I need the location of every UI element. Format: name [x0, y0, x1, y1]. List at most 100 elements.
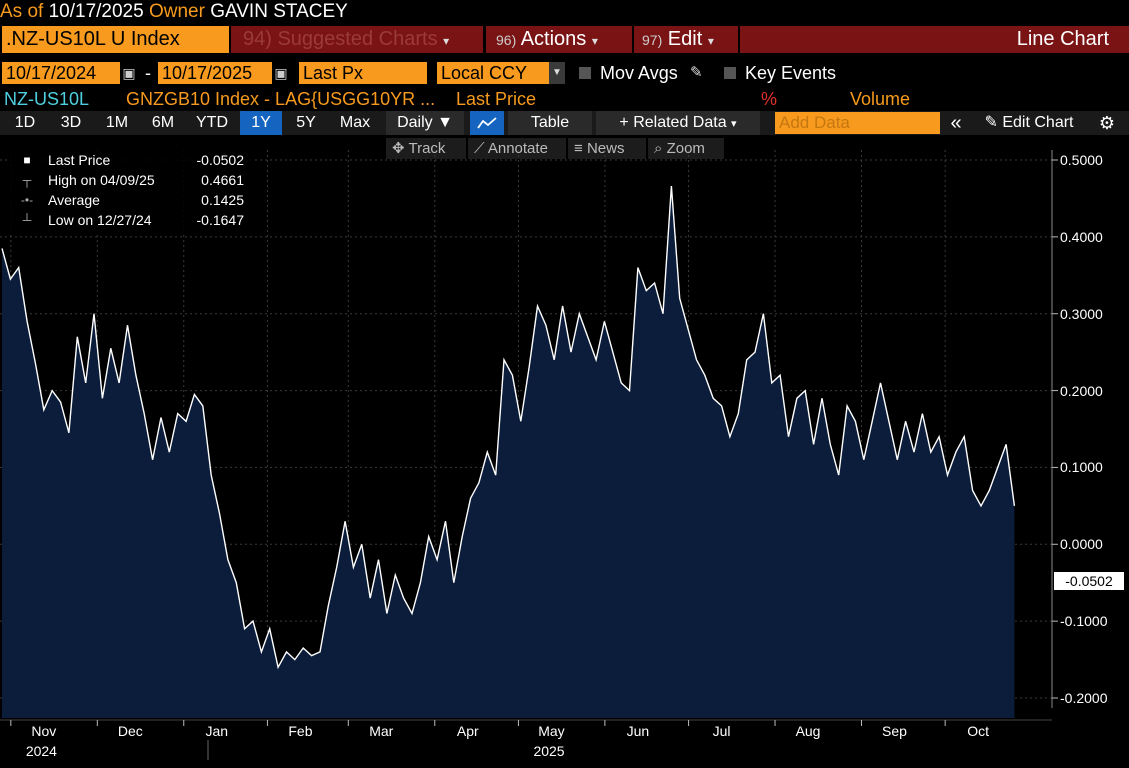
period-1d[interactable]: 1D: [14, 114, 36, 131]
legend-high-label: High on 04/09/25: [48, 172, 155, 188]
actions-number: 96): [496, 32, 517, 48]
annotate-tool[interactable]: ⟋ Annotate: [468, 138, 566, 159]
chevron-down-icon[interactable]: ▼: [549, 62, 565, 84]
x-axis-ticks: [10, 720, 946, 726]
y-axis-ticks: [1052, 159, 1058, 699]
white-square-icon: ■: [23, 153, 31, 167]
series-description[interactable]: GNZGB10 Index - LAG{USGG10YR ...: [126, 89, 436, 109]
period-6m[interactable]: 6M: [151, 114, 175, 131]
line-chart-icon[interactable]: [470, 111, 504, 135]
price-line: [1, 186, 1016, 670]
owner-label: Owner: [148, 1, 205, 22]
edit-label: Edit: [667, 28, 703, 50]
x-tick-label: Oct: [967, 723, 990, 739]
y-tick-label: -0.2000: [1060, 690, 1108, 706]
end-date-input[interactable]: 10/17/2025: [158, 62, 272, 84]
volume-label[interactable]: Volume: [850, 89, 911, 109]
legend-average: -•- Average 0.1425: [8, 190, 254, 210]
high-marker-icon: ┬: [22, 173, 32, 187]
pencil-icon[interactable]: ✎: [690, 64, 703, 81]
zoom-label: Zoom: [666, 140, 705, 157]
annotate-label: Annotate: [487, 140, 548, 157]
news-label: News: [586, 140, 625, 157]
key-events-checkbox[interactable]: [724, 67, 736, 79]
y-tick-label: -0.1000: [1060, 613, 1108, 630]
chevron-down-icon: ▾: [731, 118, 737, 130]
price-chart[interactable]: [0, 140, 1129, 768]
collapse-icon[interactable]: «: [950, 112, 962, 134]
calendar-icon[interactable]: ▣: [274, 65, 288, 81]
key-events-label: Key Events: [745, 63, 837, 83]
annotate-icon: ⟋: [474, 140, 485, 157]
currency-select[interactable]: Local CCY: [437, 62, 549, 84]
x-year-label: 2024: [25, 743, 57, 759]
period-max[interactable]: Max: [339, 114, 371, 131]
chart-legend: ■ Last Price -0.0502 ┬ High on 04/09/25 …: [8, 150, 254, 234]
x-tick-label: Aug: [795, 723, 821, 739]
x-tick-label: Feb: [288, 723, 313, 739]
legend-low-label: Low on 12/27/24: [48, 212, 152, 228]
x-tick-label: Mar: [369, 723, 394, 739]
ticker-input[interactable]: .NZ-US10L U Index: [2, 26, 229, 53]
track-tool[interactable]: ✥ Track: [386, 138, 466, 159]
series-last-price[interactable]: Last Price: [456, 89, 537, 109]
y-tick-label: 0.1000: [1060, 459, 1103, 476]
chevron-down-icon: ▾: [591, 34, 598, 48]
edit-menu-button[interactable]: 97) Edit ▾: [634, 26, 738, 53]
period-1y[interactable]: 1Y: [240, 111, 282, 135]
legend-high-value: 0.4661: [201, 172, 244, 188]
actions-menu-button[interactable]: 96) Actions ▾: [486, 26, 632, 53]
related-data-label: + Related Data: [619, 114, 727, 131]
y-tick-label: 0.0000: [1060, 536, 1103, 553]
legend-average-value: 0.1425: [201, 192, 244, 208]
x-tick-label: Dec: [117, 723, 143, 739]
x-tick-label: Jan: [205, 723, 229, 739]
table-button[interactable]: Table: [508, 111, 592, 135]
chevron-down-icon: ▾: [707, 34, 714, 48]
news-tool[interactable]: ≡ News: [568, 138, 646, 159]
x-tick-label: Jul: [712, 723, 731, 739]
x-tick-label: May: [538, 723, 565, 739]
owner-name: GAVIN STACEY: [210, 1, 348, 22]
period-5y[interactable]: 5Y: [296, 114, 316, 131]
triangle-down-icon: ▼: [437, 114, 453, 131]
period-ytd[interactable]: YTD: [196, 114, 228, 131]
percent-toggle[interactable]: %: [761, 89, 778, 109]
x-tick-label: Apr: [456, 723, 479, 739]
start-date-input[interactable]: 10/17/2024: [2, 62, 120, 84]
add-data-input[interactable]: Add Data: [775, 112, 940, 134]
suggested-charts-button[interactable]: 94) Suggested Charts ▾: [231, 26, 483, 53]
y-tick-label: 0.4000: [1060, 228, 1103, 245]
chevron-down-icon: ▾: [443, 34, 450, 48]
frequency-label: Daily: [397, 114, 433, 131]
price-area: [2, 186, 1015, 719]
news-icon: ≡: [574, 140, 583, 157]
field-select[interactable]: Last Px: [299, 62, 427, 84]
period-1m[interactable]: 1M: [105, 114, 129, 131]
zoom-tool[interactable]: ⌕ Zoom: [648, 138, 724, 159]
frequency-select[interactable]: Daily ▼: [386, 111, 464, 135]
pencil-icon: ✎: [984, 114, 998, 131]
legend-average-label: Average: [48, 192, 100, 208]
magnifier-icon: ⌕: [654, 140, 663, 157]
mov-avgs-checkbox[interactable]: [579, 67, 591, 79]
edit-chart-button[interactable]: ✎ Edit Chart: [972, 111, 1086, 135]
low-marker-icon: ┴: [22, 213, 32, 227]
gear-icon[interactable]: ⚙: [1098, 113, 1116, 133]
as-of-label: As of: [0, 1, 44, 22]
legend-last-price-label: Last Price: [48, 152, 111, 168]
period-3d[interactable]: 3D: [60, 114, 82, 131]
y-tick-label: 0.2000: [1060, 382, 1103, 399]
x-year-label: 2025: [533, 743, 565, 759]
calendar-icon[interactable]: ▣: [122, 65, 136, 81]
legend-last-price[interactable]: ■ Last Price -0.0502: [8, 150, 254, 170]
x-tick-label: Nov: [31, 723, 57, 739]
related-data-button[interactable]: + Related Data ▾: [596, 111, 760, 135]
date-range-dash: -: [145, 63, 151, 83]
actions-label: Actions: [520, 28, 587, 50]
suggested-charts-label: Suggested Charts: [277, 28, 438, 50]
average-marker-icon: -•-: [20, 193, 34, 207]
mov-avgs-label: Mov Avgs: [600, 63, 678, 83]
y-tick-label: 0.3000: [1060, 305, 1103, 322]
legend-high: ┬ High on 04/09/25 0.4661: [8, 170, 254, 190]
